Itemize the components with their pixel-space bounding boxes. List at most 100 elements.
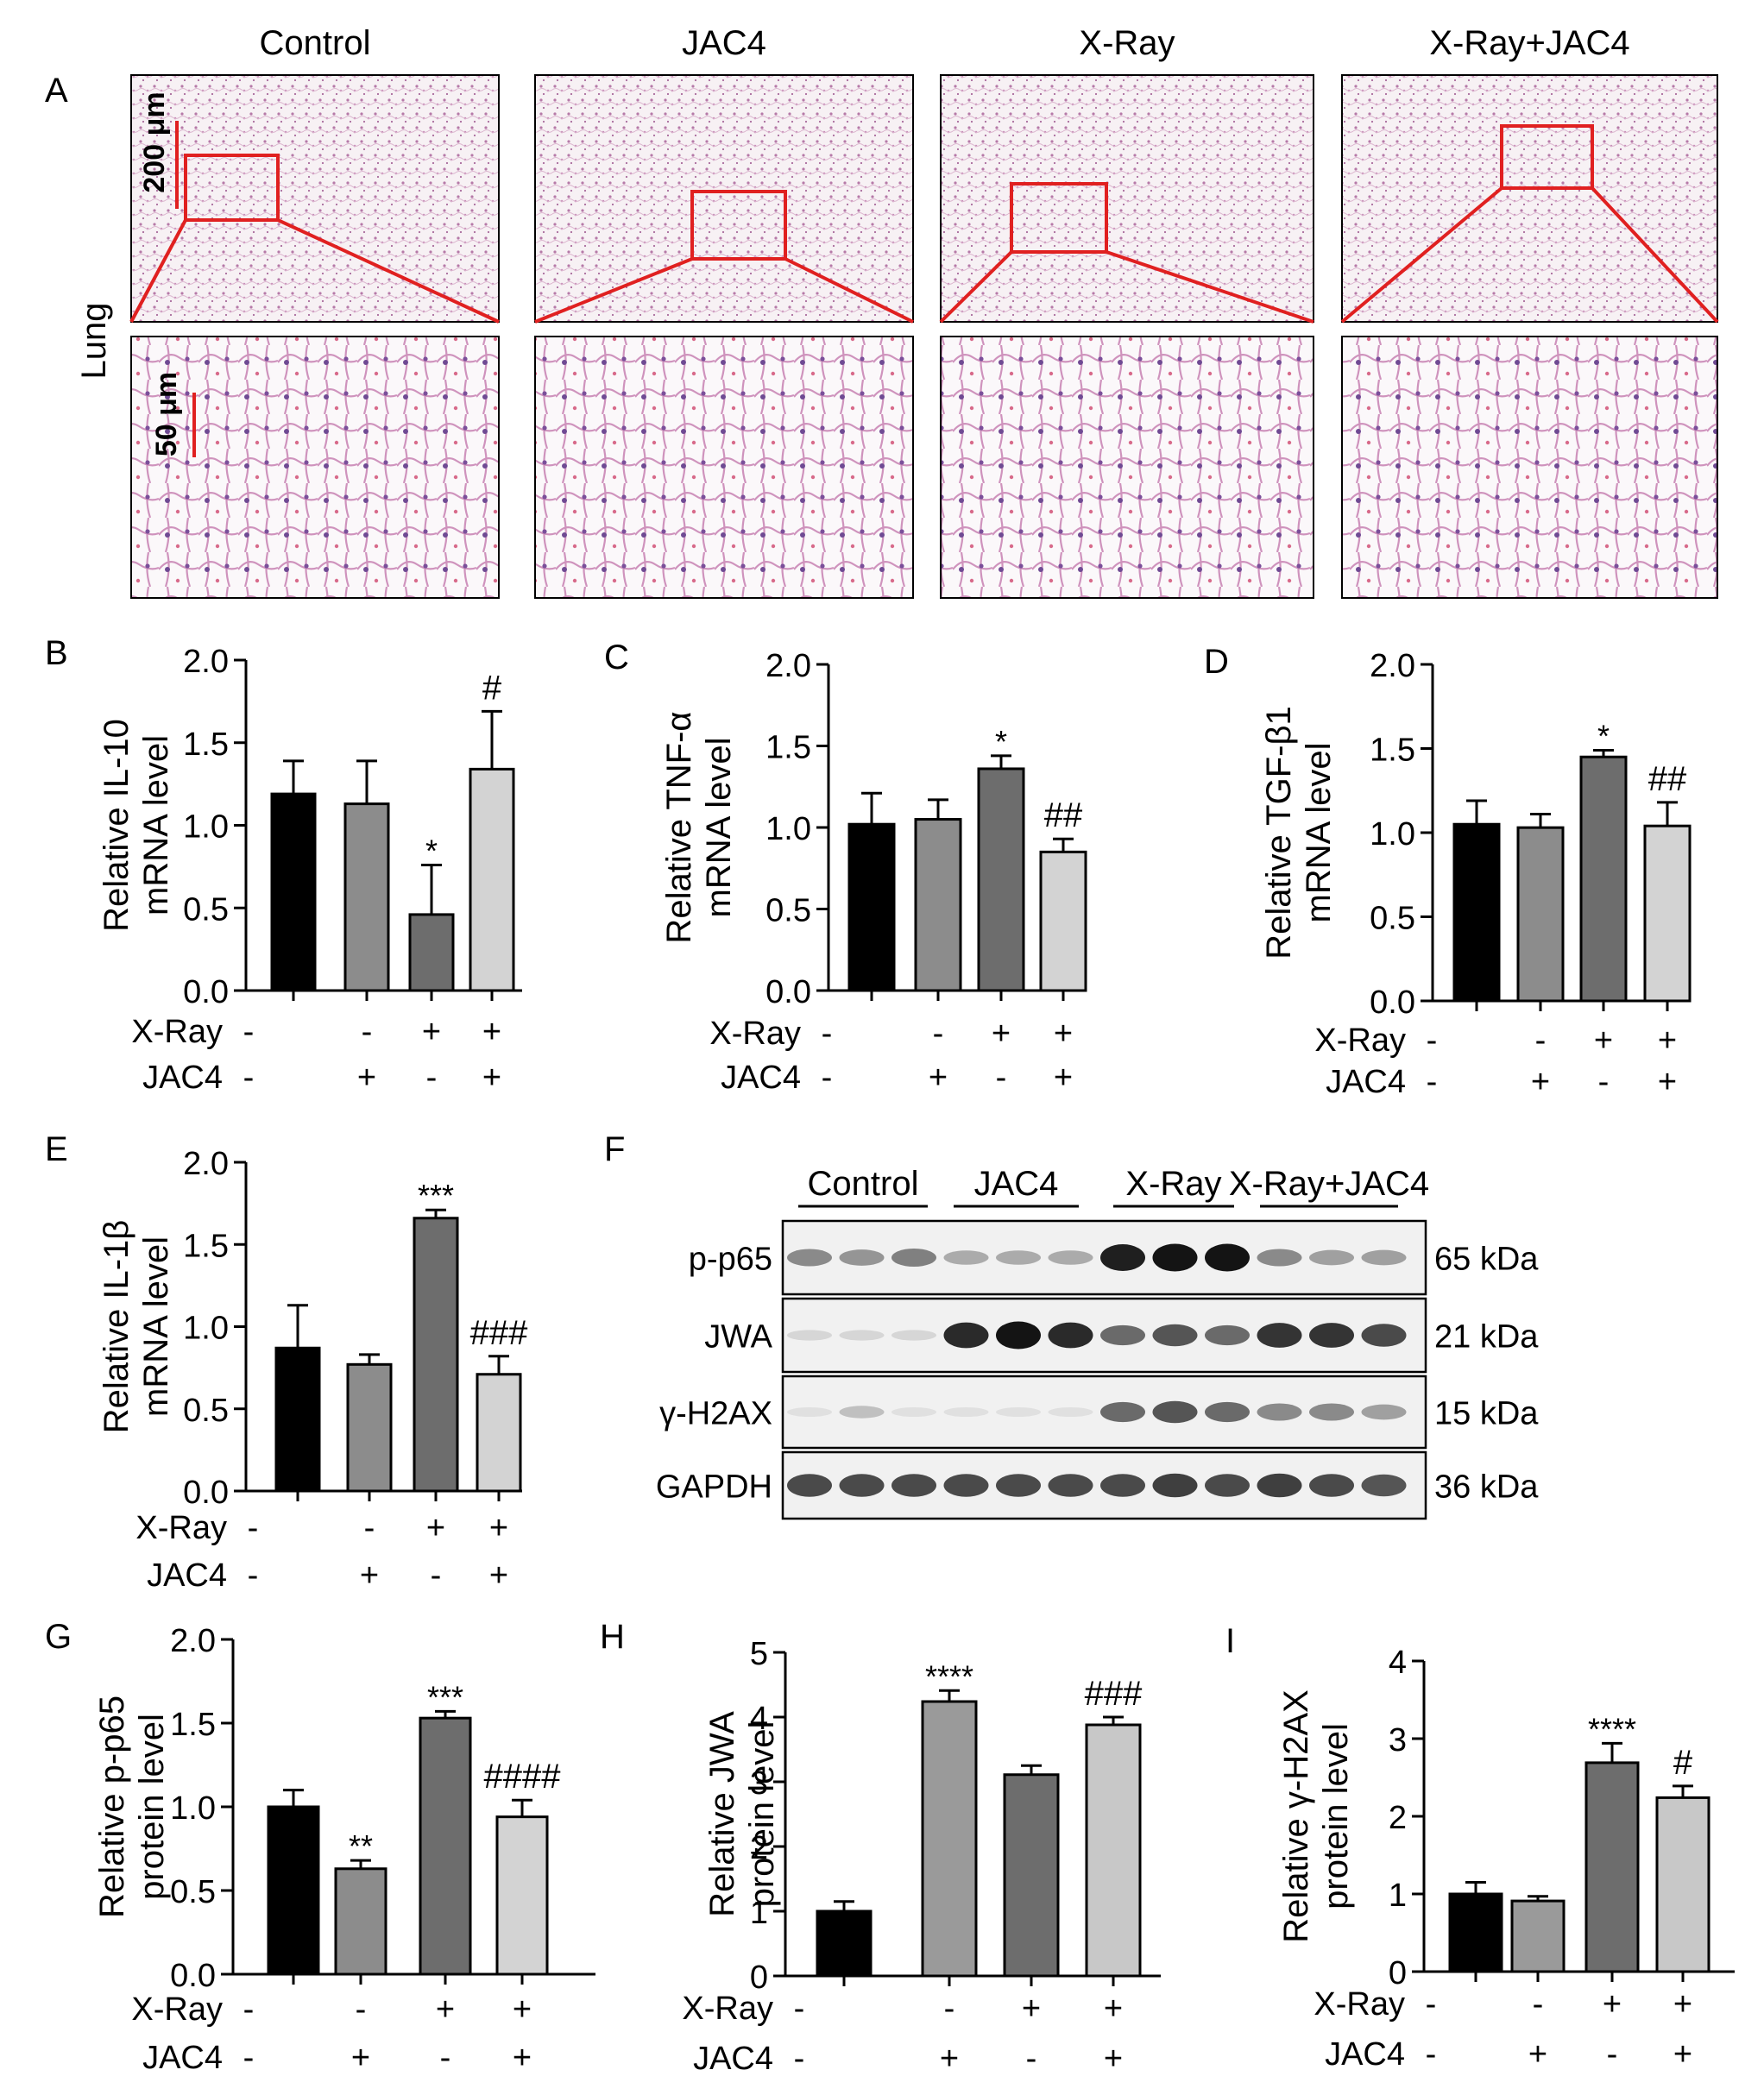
panel-letter-c: C xyxy=(604,639,629,676)
blot-group-label-2: X-Ray xyxy=(1125,1165,1221,1203)
blot-group-label-0: Control xyxy=(808,1165,919,1203)
bar-charts: 0.00.51.01.52.0*#Relative IL-10 mRNA leve… xyxy=(93,644,1735,2077)
histology-image-top-3 xyxy=(1341,74,1718,323)
xray-sign: + xyxy=(422,1014,441,1050)
y-tick-label: 0.0 xyxy=(183,974,229,1010)
histology-panel: Control JAC4 X-Ray X-Ray+JAC4 Lung 200 μm 50 μ… xyxy=(75,24,1719,599)
xray-sign: - xyxy=(1533,1986,1544,2023)
chart-h: 0 1 2 3 4 5 **** ### Relative JWA protein level X-… xyxy=(682,1636,1161,2077)
chart-c: 0.0 0.5 1.0 1.5 2.0 * ## Relative TNF-α mRNA lev… xyxy=(660,648,1087,1096)
group-label-0: Control xyxy=(260,24,371,62)
scale-label-top: 200 μm xyxy=(138,91,171,192)
xray-sign: + xyxy=(513,1991,532,2028)
significance-label: *** xyxy=(418,1178,454,1213)
xray-sign: + xyxy=(1104,1991,1123,2027)
zoom-line-left-1 xyxy=(534,257,693,324)
xray-sign: - xyxy=(248,1510,259,1546)
xray-sign: + xyxy=(489,1510,508,1546)
y-tick-label: 1.0 xyxy=(183,1311,229,1347)
jac4-sign: + xyxy=(360,1557,379,1594)
y-axis-label: Relative JWA xyxy=(703,1711,741,1917)
y-axis-label: mRNA level xyxy=(1300,743,1338,923)
significance-label: ## xyxy=(1648,760,1687,798)
bar xyxy=(1643,824,1692,1003)
zoom-line-left-0 xyxy=(129,219,187,323)
histology-image-bottom-3 xyxy=(1341,336,1718,599)
y-tick-label: 0.5 xyxy=(170,1874,216,1910)
bar xyxy=(408,913,455,992)
bar xyxy=(1579,755,1628,1003)
bar xyxy=(334,1867,387,1976)
band xyxy=(1257,1403,1302,1421)
protein-label: p-p65 xyxy=(689,1242,772,1278)
band xyxy=(787,1474,832,1497)
bar xyxy=(1510,1899,1566,1973)
jac4-row-label: JAC4 xyxy=(721,1060,801,1096)
band xyxy=(891,1406,936,1418)
jac4-sign: + xyxy=(489,1557,508,1594)
group-label-3: X-Ray+JAC4 xyxy=(1429,24,1629,62)
xray-row-label: X-Ray xyxy=(709,1016,801,1052)
y-tick-label: 2 xyxy=(750,1830,768,1866)
y-tick-label: 0.0 xyxy=(183,1475,229,1511)
y-tick-label: 1.5 xyxy=(170,1707,216,1743)
jac4-sign: - xyxy=(243,1060,255,1096)
band xyxy=(1309,1323,1354,1348)
y-tick-label: 0.5 xyxy=(183,891,229,928)
jac4-sign: + xyxy=(1673,2036,1692,2073)
xray-sign: - xyxy=(1426,1986,1437,2023)
band xyxy=(1257,1249,1302,1267)
bar xyxy=(847,822,896,992)
band xyxy=(943,1322,989,1349)
xray-sign: + xyxy=(1658,1022,1677,1059)
bar xyxy=(1655,1796,1710,1973)
size-label: 15 kDa xyxy=(1434,1396,1539,1432)
jac4-sign: + xyxy=(1528,2036,1547,2073)
xray-sign: + xyxy=(482,1014,501,1050)
xray-sign: - xyxy=(1535,1022,1547,1059)
band xyxy=(1309,1474,1354,1497)
y-tick-label: 3 xyxy=(750,1765,768,1802)
xray-sign: + xyxy=(1603,1986,1622,2023)
xray-row-label: X-Ray xyxy=(135,1510,227,1546)
bar xyxy=(267,1805,320,1976)
bar xyxy=(270,792,317,992)
jac4-sign: - xyxy=(243,2040,255,2076)
y-tick-label: 3 xyxy=(1389,1722,1407,1758)
zoom-line-right-3 xyxy=(1591,186,1719,324)
y-tick-label: 1.0 xyxy=(1370,816,1415,852)
band xyxy=(1361,1404,1407,1420)
group-label-1: JAC4 xyxy=(682,24,766,62)
significance-label: *** xyxy=(427,1679,463,1714)
y-tick-label: 2.0 xyxy=(170,1623,216,1659)
y-tick-label: 0.5 xyxy=(1370,901,1415,937)
y-tick-label: 0.5 xyxy=(765,893,811,929)
y-tick-label: 0 xyxy=(1389,1955,1407,1991)
xray-sign: - xyxy=(1427,1022,1438,1059)
xray-row-label: X-Ray xyxy=(1314,1986,1405,2023)
bar xyxy=(495,1815,549,1976)
band xyxy=(1205,1401,1250,1423)
y-tick-label: 1.5 xyxy=(183,727,229,763)
y-axis-label: protein level xyxy=(133,1714,171,1900)
significance-label: ** xyxy=(349,1828,373,1864)
y-tick-label: 0.0 xyxy=(1370,985,1415,1021)
y-axis-label: mRNA level xyxy=(137,735,175,915)
size-label: 65 kDa xyxy=(1434,1242,1539,1278)
panel-letters: A B C D E F G H I xyxy=(45,72,1235,1660)
jac4-sign: + xyxy=(513,2040,532,2076)
jac4-sign: - xyxy=(1426,2036,1437,2073)
xray-sign: - xyxy=(794,1991,805,2027)
jac4-sign: + xyxy=(929,1060,948,1096)
xray-row-label: X-Ray xyxy=(131,1991,223,2028)
band xyxy=(1100,1244,1145,1271)
significance-label: ## xyxy=(1044,796,1083,834)
bar xyxy=(343,802,390,992)
jac4-sign: - xyxy=(426,1060,438,1096)
band xyxy=(943,1474,989,1497)
y-tick-label: 2.0 xyxy=(765,648,811,684)
significance-label: # xyxy=(1673,1744,1693,1782)
magnify-box-2 xyxy=(1010,182,1108,254)
band xyxy=(996,1474,1041,1497)
band xyxy=(1100,1474,1145,1497)
